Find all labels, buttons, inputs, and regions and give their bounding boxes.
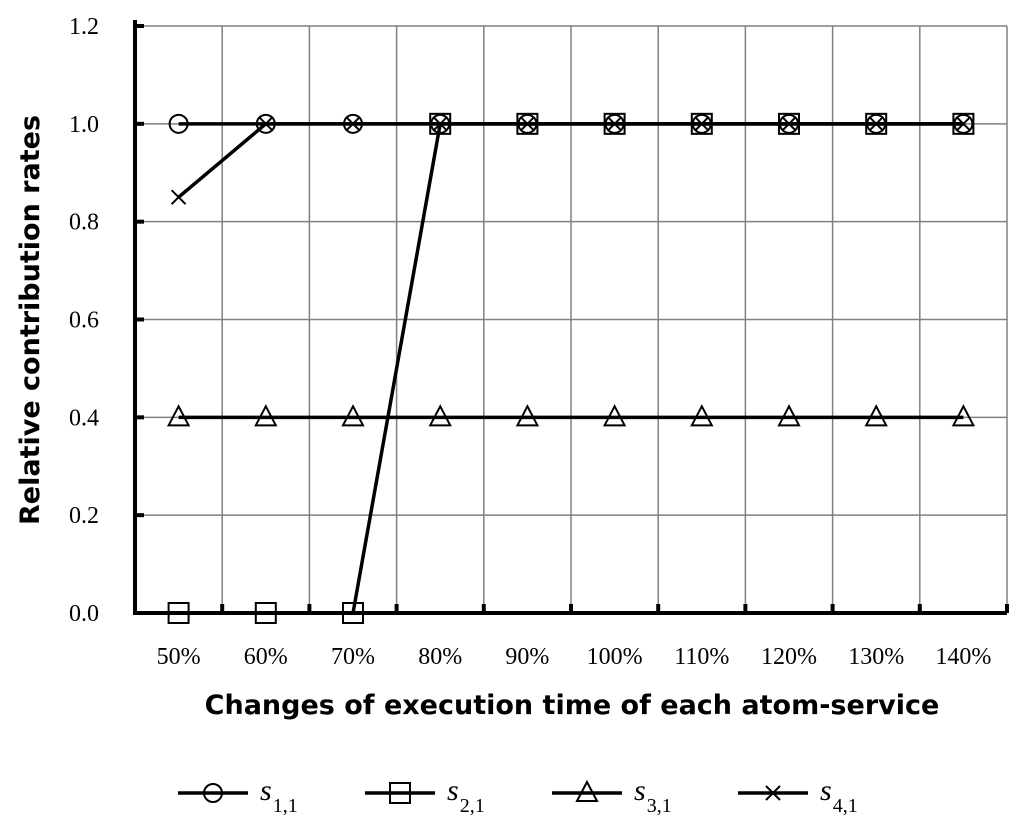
triangle-point [341,404,365,427]
legend-cross-marker [765,785,781,801]
x-tick-label: 120% [761,644,817,670]
x-tick-label: 90% [505,644,549,670]
cross-point [432,116,448,132]
cross-point [258,116,274,132]
square-point [342,602,364,624]
x-tick-label: 110% [674,644,729,670]
cross-point [519,116,536,132]
cross-point [694,116,710,132]
x-tick-label: 80% [418,644,462,670]
y-tick-label: 1.0 [69,112,99,138]
legend-item: s2,1 [365,774,485,817]
legend-item: s4,1 [738,774,858,817]
legend-label: s1,1 [260,774,298,817]
circle-point [168,113,189,134]
x-tick-label: 140% [935,644,991,670]
y-tick-label: 1.2 [69,14,99,40]
cross-point [955,116,972,132]
legend-square-marker [389,782,411,804]
series-line [177,122,964,199]
legend-circle-marker [203,783,223,803]
legend-item: s1,1 [178,774,298,817]
triangle-point [166,404,191,427]
y-tick-label: 0.2 [69,503,99,529]
x-tick-label: 100% [587,644,643,670]
axes [133,20,1009,615]
legend-subscript: 3,1 [647,795,672,817]
triangle-point [602,404,627,427]
x-axis-title: Changes of execution time of each atom-s… [205,690,940,721]
triangle-point [864,404,888,427]
square-point [254,602,277,624]
x-tick-label: 60% [244,644,288,670]
y-axis-title: Relative contribution rates [15,115,46,525]
legend-subscript: 2,1 [460,795,485,817]
x-tick-label: 70% [331,644,375,670]
triangle-point [690,404,714,427]
legend-triangle-marker [575,779,599,802]
legend-subscript: 1,1 [273,795,298,817]
cross-point [170,189,187,205]
legend-label: s4,1 [820,774,858,817]
legend-subscript: 4,1 [833,795,858,817]
legend-label: s2,1 [447,774,485,817]
triangle-point [428,404,452,427]
y-tick-label: 0.8 [69,210,99,236]
x-tick-label: 50% [157,644,201,670]
cross-point [781,116,797,132]
triangle-point [515,404,540,427]
y-tick-label: 0.0 [69,601,99,627]
x-tick-label: 130% [848,644,904,670]
series-s-3-1 [166,404,976,427]
triangle-point [254,404,278,427]
legend-label: s3,1 [634,774,672,817]
y-tick-label: 0.4 [69,405,99,431]
series-group [166,112,976,624]
legend-item: s3,1 [552,774,672,817]
series-s-4-1 [170,116,972,205]
tick-labels: 0.0 0.2 0.4 0.6 0.8 1.0 1.2 50% 60% 70% 80% 90% 100%… [69,14,991,670]
cross-point [606,116,623,132]
square-point [167,602,190,624]
cross-point [868,116,884,132]
cross-point [345,116,361,132]
triangle-point [951,404,976,427]
y-tick-label: 0.6 [69,308,99,334]
triangle-point [777,404,801,427]
legend: s1,1 s2,1 s3,1 s4,1 [178,774,858,817]
